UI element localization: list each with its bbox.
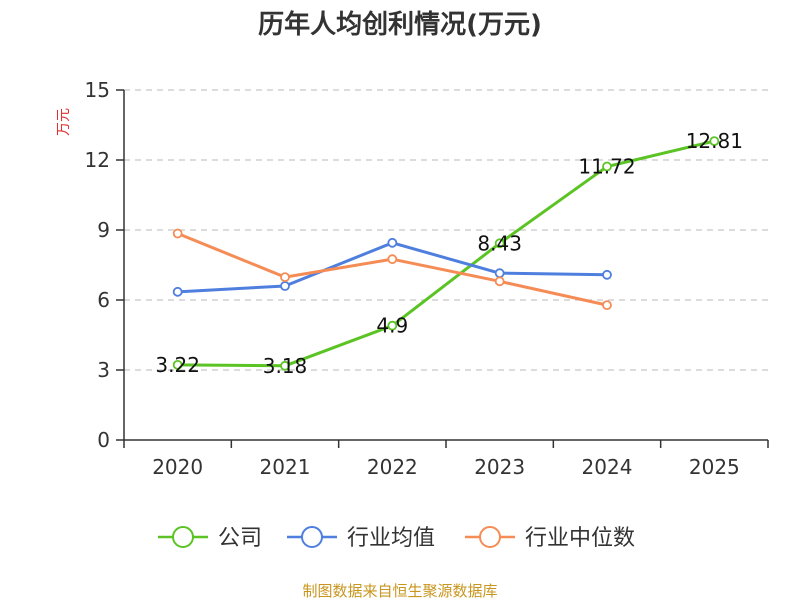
legend-label: 行业均值 [347, 526, 435, 551]
data-label: 3.18 [263, 354, 308, 378]
data-point [602, 300, 612, 311]
axes: 0 3 6 9 12 15 2020 2021 2022 2023 2024 2025 [85, 78, 769, 479]
data-point [387, 320, 398, 331]
legend-label: 行业中位数 [525, 526, 635, 551]
data-point [709, 136, 720, 147]
data-point [280, 360, 290, 371]
data-point [494, 268, 505, 279]
y-tick-label: 9 [97, 218, 110, 242]
y-tick-label: 3 [97, 358, 110, 382]
y-tick-label: 15 [85, 78, 110, 102]
data-point [387, 254, 398, 265]
legend-marker [172, 526, 194, 548]
y-axis-label: 万元 [56, 108, 72, 136]
legend-marker [301, 526, 323, 548]
gridlines [124, 89, 768, 371]
legend-label: 公司 [218, 526, 262, 551]
data-point [602, 269, 612, 280]
series-group [172, 136, 720, 371]
legend-marker [479, 526, 501, 548]
source-note: 制图数据来自恒生聚源数据库 [302, 582, 497, 600]
data-label: 8.43 [477, 231, 522, 255]
data-point [494, 238, 505, 249]
x-tick-label: 2020 [152, 455, 203, 479]
data-label: 3.22 [155, 353, 200, 377]
data-labels: 3.22 3.18 4.9 8.43 11.72 12.81 [155, 129, 743, 378]
data-point [387, 237, 398, 248]
data-point [280, 272, 290, 283]
data-point [172, 286, 183, 297]
series-line-1 [177, 241, 608, 294]
x-tick-label: 2023 [474, 455, 525, 479]
data-label: 12.81 [686, 129, 743, 153]
x-tick-label: 2021 [260, 455, 311, 479]
y-tick-label: 6 [97, 288, 110, 312]
data-point [172, 359, 183, 370]
x-tick-label: 2024 [582, 455, 633, 479]
data-label: 4.9 [376, 314, 408, 338]
y-tick-label: 0 [97, 428, 110, 452]
data-point [602, 161, 612, 172]
legend: 公司 行业均值 行业中位数 [158, 526, 635, 551]
data-point [172, 228, 183, 239]
data-point [494, 276, 505, 287]
chart-title: 历年人均创利情况(万元) [258, 9, 542, 40]
x-tick-label: 2025 [689, 455, 740, 479]
data-label: 11.72 [578, 155, 635, 179]
series-line-0 [177, 139, 715, 368]
x-tick-label: 2022 [367, 455, 418, 479]
data-point [280, 281, 290, 291]
y-tick-label: 12 [85, 148, 110, 172]
